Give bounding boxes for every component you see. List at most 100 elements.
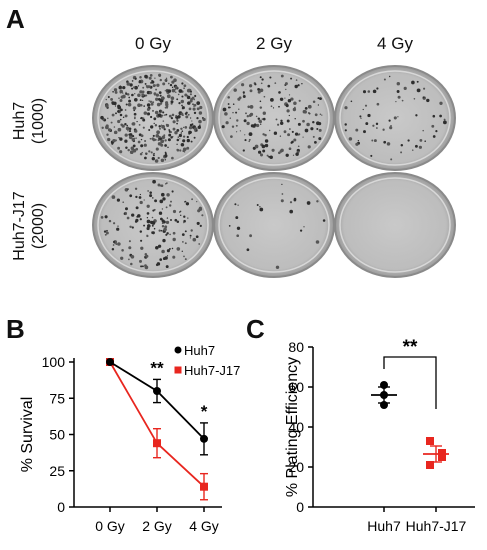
colony: [119, 150, 123, 154]
colony: [261, 78, 264, 81]
colony: [273, 131, 278, 135]
data-point: [426, 461, 434, 469]
colony: [312, 100, 316, 104]
colony: [183, 84, 187, 88]
colony: [124, 114, 128, 118]
colony: [248, 84, 253, 88]
colony: [135, 137, 137, 139]
legend-label: Huh7-J17: [184, 363, 240, 378]
colony: [222, 107, 227, 112]
colony: [164, 159, 167, 161]
colony: [191, 120, 193, 122]
colony: [122, 85, 126, 90]
colony: [176, 98, 179, 101]
colony: [259, 153, 264, 157]
colony: [151, 231, 155, 235]
colony: [160, 158, 165, 163]
colony: [280, 74, 284, 78]
colony: [199, 224, 202, 227]
colony: [192, 237, 197, 242]
colony: [188, 132, 191, 135]
colony: [142, 126, 145, 129]
colony: [111, 247, 115, 251]
colony: [232, 103, 235, 105]
colony: [248, 140, 250, 143]
colony: [297, 122, 301, 126]
x-tick-label: 0 Gy: [95, 518, 125, 534]
colony: [153, 122, 155, 125]
colony: [227, 103, 230, 105]
colony: [152, 179, 156, 184]
colony: [236, 226, 241, 230]
colony: [160, 192, 165, 197]
colony: [413, 98, 416, 100]
colony: [312, 135, 315, 138]
colony: [182, 139, 186, 143]
colony: [202, 117, 206, 122]
colony: [376, 102, 380, 106]
colony: [275, 265, 280, 270]
colony: [258, 119, 262, 123]
colony: [262, 117, 266, 121]
colony: [158, 211, 163, 215]
colony: [167, 82, 170, 85]
colony: [159, 184, 162, 187]
colony: [141, 90, 145, 94]
colony: [106, 229, 108, 232]
colony: [140, 144, 144, 148]
colony: [111, 113, 115, 117]
dish-inner-ring: [97, 70, 209, 166]
colony: [285, 153, 289, 157]
colony: [146, 219, 151, 224]
colony: [125, 103, 128, 106]
colony: [285, 104, 289, 108]
dish-inner-ring: [218, 177, 330, 273]
colony: [119, 91, 122, 94]
data-point: [153, 439, 161, 448]
colony: [184, 126, 188, 129]
colony: [168, 114, 172, 118]
colony: [242, 149, 245, 152]
x-tick-label: 4 Gy: [189, 518, 219, 534]
colony: [256, 204, 259, 206]
colony: [171, 156, 174, 160]
colony: [267, 84, 271, 88]
colony: [344, 106, 348, 110]
colony: [174, 130, 178, 135]
colony: [128, 258, 130, 261]
colony: [432, 135, 436, 138]
colony: [306, 122, 310, 127]
colony: [303, 226, 305, 228]
legend-label: Huh7: [184, 343, 215, 358]
colony: [264, 143, 269, 148]
colony: [192, 107, 196, 111]
colony: [229, 117, 231, 119]
colony: [160, 124, 162, 126]
colony: [304, 107, 308, 110]
colony: [372, 124, 375, 127]
colony: [128, 130, 132, 133]
colony: [316, 121, 320, 126]
colony: [171, 80, 175, 84]
colony: [176, 220, 180, 223]
colony: [188, 107, 192, 111]
colony: [264, 139, 269, 143]
colony: [290, 77, 293, 80]
colony: [297, 84, 300, 87]
colony: [159, 127, 161, 130]
colony: [316, 128, 319, 130]
colony: [164, 151, 167, 154]
colony: [414, 144, 418, 148]
y-tick-label: 60: [288, 379, 304, 395]
colony: [160, 184, 164, 188]
colony: [122, 116, 125, 118]
colony: [162, 111, 165, 114]
colony: [248, 132, 253, 137]
colony: [146, 103, 151, 107]
colony: [407, 139, 410, 142]
colony: [262, 111, 266, 115]
colony: [179, 149, 182, 152]
colony: [158, 135, 161, 139]
colony: [145, 152, 147, 155]
colony: [128, 246, 132, 250]
